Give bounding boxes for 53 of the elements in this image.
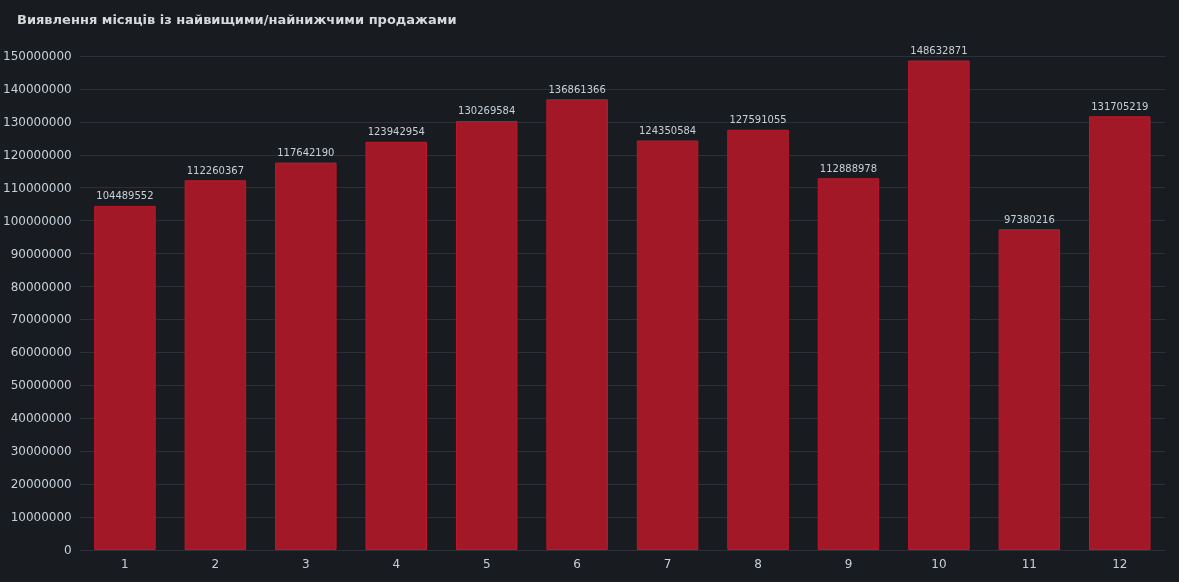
data-label: 117642190 xyxy=(277,147,335,159)
x-tick-label: 4 xyxy=(392,557,401,571)
x-tick-label: 11 xyxy=(1021,557,1037,571)
bar xyxy=(908,60,970,550)
data-label: 112260367 xyxy=(186,164,245,176)
y-tick-label: 100000000 xyxy=(2,213,72,228)
bar xyxy=(1089,116,1151,550)
x-tick-label: 7 xyxy=(663,557,672,571)
bar xyxy=(365,141,427,550)
y-tick-label: 120000000 xyxy=(2,147,72,162)
y-tick-label: 0 xyxy=(64,543,72,557)
y-tick-label: 20000000 xyxy=(10,477,72,492)
bar xyxy=(546,99,608,550)
x-tick-label: 12 xyxy=(1112,557,1128,571)
data-label: 123942954 xyxy=(367,126,425,138)
bar xyxy=(636,140,699,550)
x-tick-label: 2 xyxy=(211,557,220,571)
bar xyxy=(998,229,1061,550)
bar xyxy=(455,120,518,550)
data-label: 112888978 xyxy=(819,162,878,174)
bar xyxy=(275,162,337,550)
y-tick-label: 50000000 xyxy=(10,378,72,393)
x-tick-label: 3 xyxy=(301,557,310,571)
data-label: 148632871 xyxy=(910,45,968,56)
data-label: 130269584 xyxy=(458,105,516,117)
chart-title: Виявлення місяців із найвищими/найнижчими продажами xyxy=(17,12,457,27)
x-tick-label: 6 xyxy=(573,557,581,571)
y-tick-label: 90000000 xyxy=(10,246,72,261)
x-tick-label: 5 xyxy=(482,557,491,571)
x-tick-label: 10 xyxy=(931,557,947,571)
y-tick-label: 110000000 xyxy=(2,180,72,195)
x-tick-label: 8 xyxy=(754,557,762,571)
y-tick-label: 40000000 xyxy=(10,411,72,426)
data-label: 97380216 xyxy=(1003,213,1055,225)
y-tick-label: 130000000 xyxy=(2,114,72,129)
y-tick-label: 70000000 xyxy=(10,312,72,327)
y-tick-label: 140000000 xyxy=(2,81,72,96)
y-tick-label: 30000000 xyxy=(10,444,72,459)
bar xyxy=(817,178,880,550)
data-label: 131705219 xyxy=(1091,100,1149,112)
y-tick-label: 60000000 xyxy=(10,345,72,360)
y-tick-label: 150000000 xyxy=(2,49,72,63)
data-label: 136861366 xyxy=(548,83,606,95)
x-tick-label: 1 xyxy=(121,557,129,571)
y-tick-label: 80000000 xyxy=(10,279,72,294)
bar xyxy=(94,205,156,550)
bar xyxy=(184,180,247,550)
data-label: 104489552 xyxy=(96,190,154,202)
bar xyxy=(727,129,789,550)
data-label: 124350584 xyxy=(638,124,697,136)
x-tick-label: 9 xyxy=(844,557,853,571)
y-tick-label: 10000000 xyxy=(10,510,72,525)
data-label: 127591055 xyxy=(729,114,787,126)
